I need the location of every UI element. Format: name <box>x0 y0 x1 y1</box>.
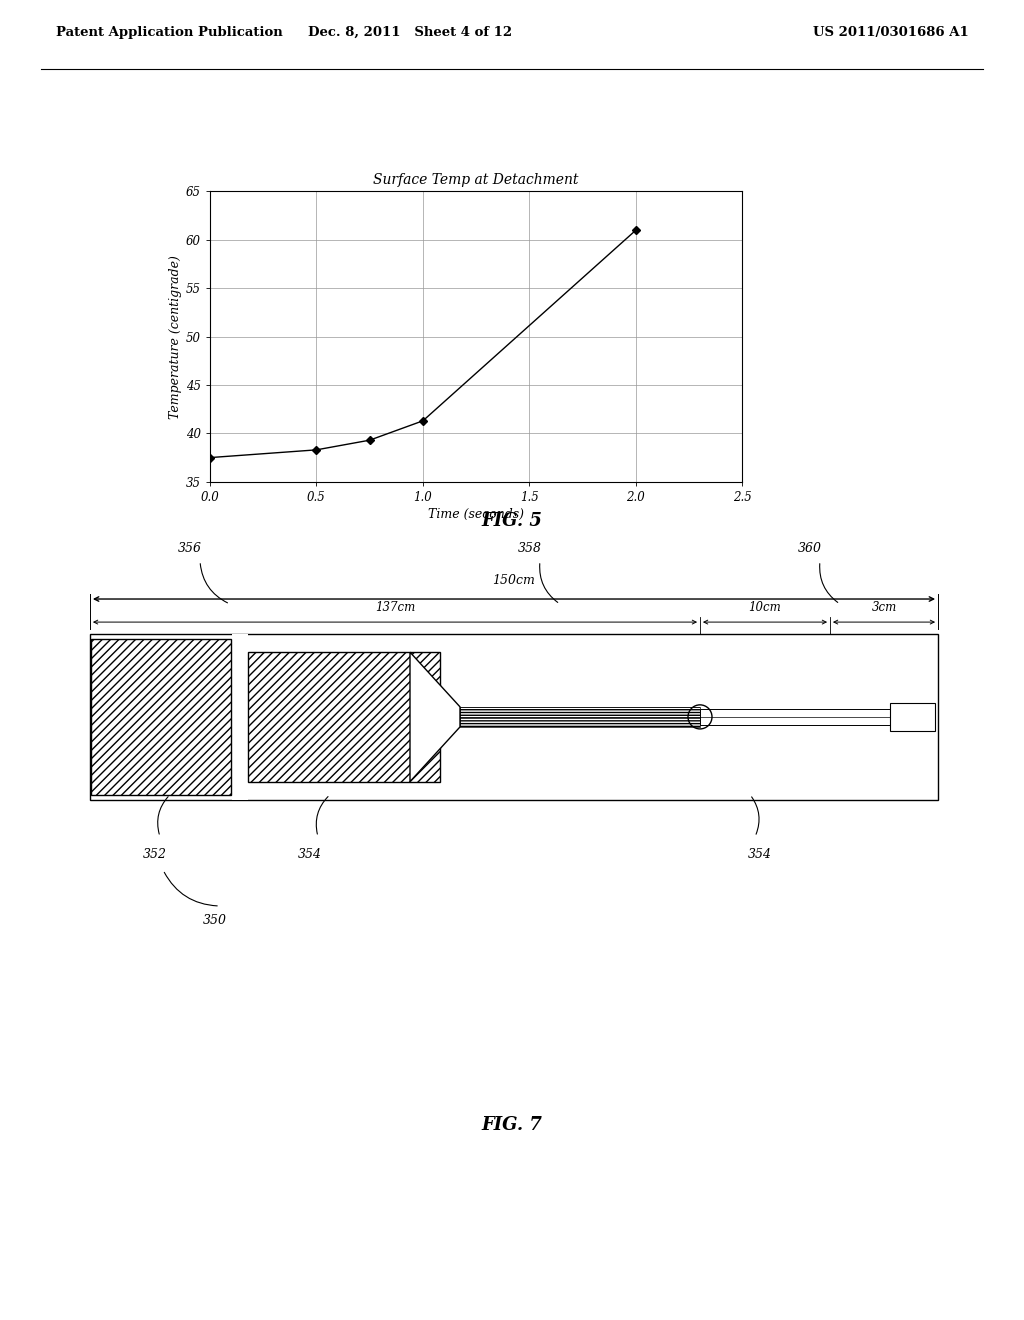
Text: 150cm: 150cm <box>493 574 536 587</box>
Text: 10cm: 10cm <box>749 601 781 614</box>
Bar <box>460 706 700 727</box>
Y-axis label: Temperature (centigrade): Temperature (centigrade) <box>169 255 181 418</box>
Bar <box>91 639 231 795</box>
Bar <box>460 706 700 727</box>
Text: 354: 354 <box>748 849 772 862</box>
Text: US 2011/0301686 A1: US 2011/0301686 A1 <box>813 26 969 40</box>
Text: 137cm: 137cm <box>375 601 415 614</box>
Title: Surface Temp at Detachment: Surface Temp at Detachment <box>374 173 579 187</box>
Text: 3cm: 3cm <box>871 601 897 614</box>
Text: FIG. 5: FIG. 5 <box>481 512 543 531</box>
Text: FIG. 7: FIG. 7 <box>481 1117 543 1134</box>
Polygon shape <box>410 652 460 781</box>
Text: 360: 360 <box>798 543 822 556</box>
Text: 350: 350 <box>203 913 227 927</box>
Text: 352: 352 <box>143 849 167 862</box>
Bar <box>700 709 890 725</box>
Text: 354: 354 <box>298 849 322 862</box>
Text: Patent Application Publication: Patent Application Publication <box>56 26 283 40</box>
Bar <box>91 639 231 795</box>
Bar <box>90 634 938 800</box>
Bar <box>248 652 440 781</box>
Text: 358: 358 <box>518 543 542 556</box>
Bar <box>232 634 248 800</box>
Bar <box>248 652 440 781</box>
Text: 356: 356 <box>178 543 202 556</box>
Bar <box>890 702 935 731</box>
Text: Dec. 8, 2011   Sheet 4 of 12: Dec. 8, 2011 Sheet 4 of 12 <box>307 26 512 40</box>
X-axis label: Time (seconds): Time (seconds) <box>428 508 524 521</box>
